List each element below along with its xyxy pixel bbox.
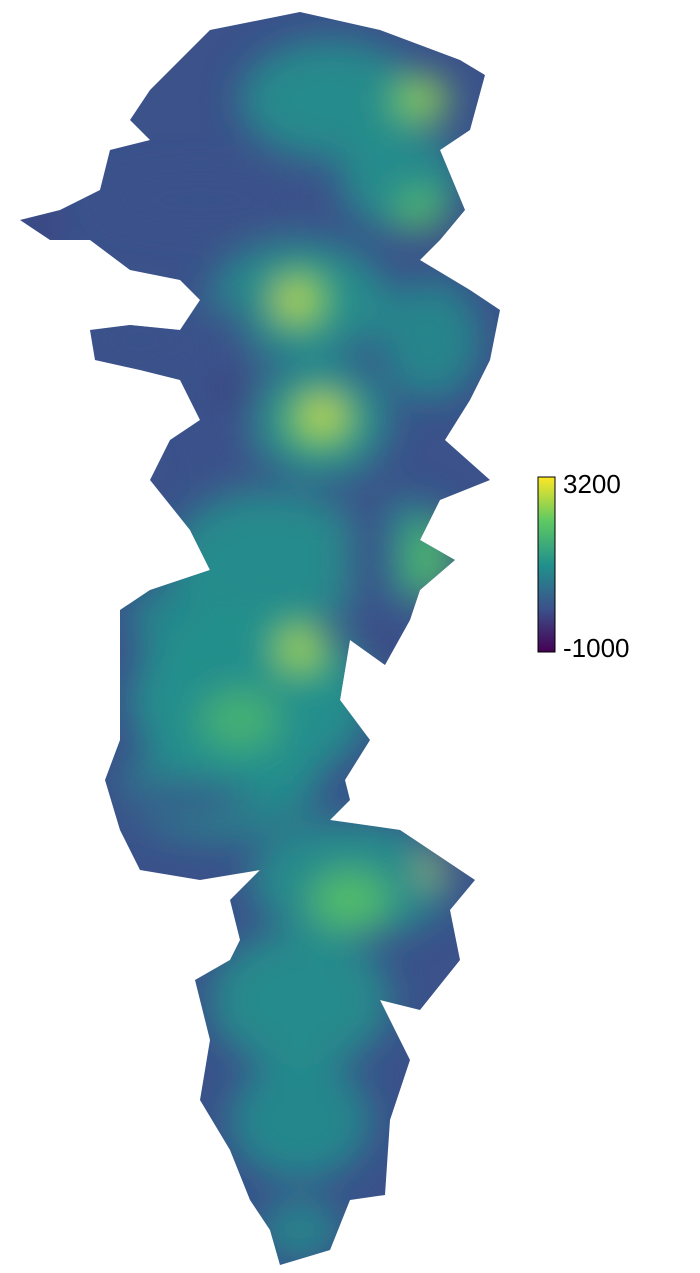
terrain-patch xyxy=(110,780,250,820)
colorbar-min-label: -1000 xyxy=(563,633,630,663)
terrain-patch xyxy=(28,217,52,233)
terrain-patch xyxy=(90,315,190,365)
terrain-patch xyxy=(222,378,238,402)
terrain-patch xyxy=(380,280,480,400)
terrain-patch xyxy=(130,580,230,660)
terrain-patch xyxy=(310,870,390,930)
terrain-patch xyxy=(424,858,440,882)
map-figure: 3200 -1000 xyxy=(0,0,700,1273)
terrain-patch xyxy=(100,175,300,225)
terrain-patch xyxy=(405,520,455,600)
terrain-patch xyxy=(345,480,395,640)
terrain-patch xyxy=(260,1200,340,1260)
terrain-patch xyxy=(288,638,312,658)
colorbar xyxy=(538,477,555,652)
terrain-patch xyxy=(415,89,435,105)
terrain-patch xyxy=(200,690,280,750)
terrain-patch xyxy=(372,640,388,660)
terrain-patch xyxy=(230,1060,370,1180)
terrain-patch xyxy=(283,288,307,312)
terrain-patch xyxy=(395,190,445,230)
terrain-patch xyxy=(210,930,390,1070)
terrain-patch xyxy=(308,403,338,427)
colorbar-max-label: 3200 xyxy=(563,469,621,499)
